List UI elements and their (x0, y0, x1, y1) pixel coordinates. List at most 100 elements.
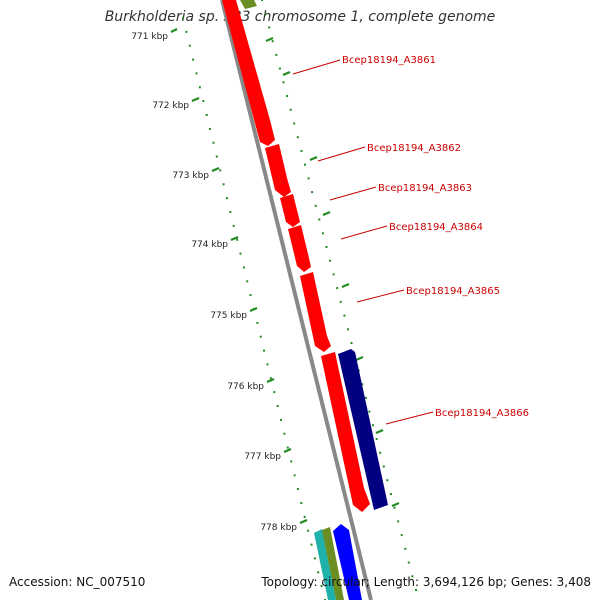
outer-tick-dot (264, 12, 267, 15)
outer-tick-ring (261, 0, 417, 591)
gene-bcep18194-a3866[interactable] (338, 349, 388, 510)
inner-tick-dot (266, 363, 269, 366)
inner-tick-dot (303, 515, 306, 518)
forward-genes[interactable] (222, 0, 370, 512)
outer-tick-dot (389, 493, 392, 495)
inner-tick-dot (256, 321, 259, 324)
bottom-genes[interactable] (314, 524, 362, 600)
outer-tick-dot (261, 0, 263, 1)
inner-tick-dot (249, 294, 252, 297)
inner-tick-dot (263, 349, 266, 352)
gene-bcep18194-a3866-forward[interactable] (321, 352, 370, 512)
gene-olive-top[interactable] (240, 0, 257, 9)
outer-tick-dot (339, 300, 342, 303)
outer-tick-dot (275, 53, 278, 56)
tick-label-772: 772 kbp (152, 101, 189, 111)
outer-tick-dot (347, 328, 349, 331)
inner-tick-dot (276, 405, 279, 407)
gene-label-a3865: Bcep18194_A3865 (406, 286, 500, 297)
outer-tick-dot (300, 149, 303, 152)
outer-tick-dot (332, 273, 335, 276)
inner-tick-dot (259, 335, 262, 338)
outer-tick-dot (372, 424, 374, 427)
outer-tick-dot (415, 589, 417, 591)
gene-label-a3866: Bcep18194_A3866 (435, 408, 529, 419)
gene-label-a3864: Bcep18194_A3864 (389, 222, 483, 233)
inner-tick-dot (219, 169, 222, 172)
gene-bcep18194-a3862[interactable] (265, 144, 291, 197)
gene-cyan[interactable] (314, 529, 336, 600)
chromosome-backbone (220, 0, 373, 600)
inner-tick-dot (188, 44, 191, 47)
outer-tick-dot (321, 232, 324, 235)
outer-tick-dot (382, 465, 385, 468)
outer-tick-dot (400, 534, 403, 537)
tick-label-775: 775 kbp (210, 311, 247, 321)
gene-labels: Bcep18194_A3861 Bcep18194_A3862 Bcep1819… (342, 55, 529, 419)
gene-label-a3863: Bcep18194_A3863 (378, 183, 472, 194)
outer-tick-dot (293, 122, 296, 125)
gene-bcep18194-a3861[interactable] (222, 0, 275, 146)
accession-text: Accession: NC_007510 (9, 575, 146, 589)
gene-olive-bottom[interactable] (322, 527, 344, 600)
outer-major-ticks (265, 36, 400, 508)
inner-tick-dot (317, 571, 320, 574)
tick-label-778: 778 kbp (260, 523, 297, 533)
inner-tick-dot (293, 474, 296, 477)
inner-tick-dot (310, 543, 313, 546)
gene-label-a3861: Bcep18194_A3861 (342, 55, 436, 66)
outer-tick-dot (350, 342, 353, 344)
inner-tick-dot (246, 280, 249, 283)
inner-tick-dot (283, 432, 286, 435)
inner-tick-dot (192, 58, 195, 61)
inner-tick-dot (269, 377, 272, 380)
label-leaders (292, 59, 434, 425)
outer-tick-dot (361, 383, 364, 386)
outer-tick-dot (329, 259, 331, 262)
outer-tick-dot (343, 314, 346, 317)
tick-label-777: 777 kbp (244, 452, 281, 462)
inner-tick-dot (226, 197, 228, 200)
outer-tick-dot (325, 246, 328, 248)
outer-tick-dot (289, 108, 292, 111)
inner-tick-dot (307, 529, 310, 532)
inner-tick-dot (209, 127, 211, 130)
gene-bcep18194-a3865[interactable] (300, 272, 331, 352)
gene-label-a3862: Bcep18194_A3862 (367, 143, 461, 154)
inner-tick-dot (239, 252, 242, 255)
gene-bcep18194-a3864[interactable] (288, 225, 311, 272)
outer-tick-dot (286, 95, 289, 97)
inner-tick-dot (198, 86, 201, 89)
outer-tick-dot (379, 451, 382, 454)
inner-tick-dot (232, 224, 235, 227)
tick-label-776: 776 kbp (227, 382, 264, 392)
inner-major-ticks (170, 28, 308, 525)
topology-info-text: Topology: circular; Length: 3,694,126 bp… (261, 575, 591, 589)
inner-tick-dot (242, 266, 245, 269)
outer-tick-dot (364, 396, 367, 399)
inner-tick-dot (273, 391, 276, 394)
gene-bcep18194-a3863[interactable] (280, 194, 300, 227)
inner-tick-dot (222, 183, 225, 186)
inner-tick-dot (195, 72, 198, 75)
inner-tick-dot (185, 30, 188, 33)
outer-tick-dot (307, 177, 310, 180)
outer-tick-dot (404, 547, 407, 550)
outer-tick-dot (386, 479, 389, 482)
tick-label-773: 773 kbp (172, 171, 209, 181)
inner-tick-dot (297, 488, 299, 491)
outer-tick-dot (311, 191, 314, 194)
inner-tick-dot (215, 155, 218, 158)
inner-tick-dot (300, 502, 303, 504)
outer-tick-dot (407, 561, 410, 564)
inner-tick-dot (212, 141, 215, 144)
outer-tick-dot (318, 218, 321, 221)
outer-tick-dot (411, 575, 414, 578)
tick-label-774: 774 kbp (191, 240, 228, 250)
outer-tick-dot (278, 67, 281, 70)
kbp-ticks: 771 kbp 772 kbp 773 kbp 774 kbp 775 kbp … (131, 32, 297, 533)
inner-tick-dot (280, 418, 282, 421)
gene-blue[interactable] (333, 524, 362, 600)
outer-tick-dot (282, 81, 285, 84)
